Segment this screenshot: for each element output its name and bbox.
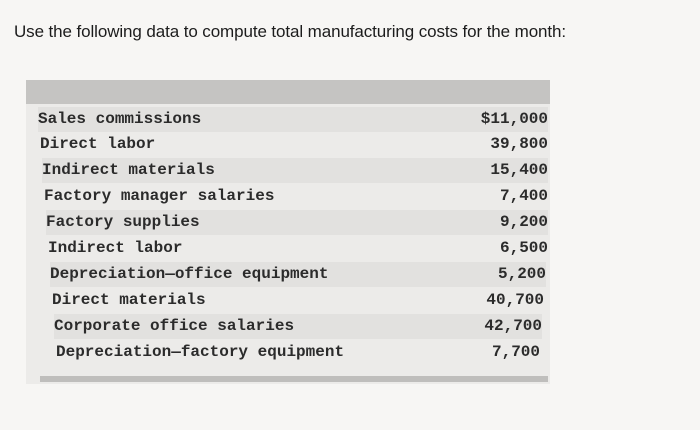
row-amount: 6,500 — [499, 239, 548, 257]
table-row: Factory supplies 9,200 — [46, 210, 548, 235]
table-row: Corporate office salaries 42,700 — [54, 314, 542, 339]
row-label: Depreciation—factory equipment — [56, 343, 345, 361]
row-label: Corporate office salaries — [54, 317, 295, 335]
row-amount: 7,700 — [491, 343, 540, 361]
row-label: Depreciation—office equipment — [50, 265, 329, 283]
row-amount: 39,800 — [490, 135, 548, 153]
row-amount: 7,400 — [499, 187, 548, 205]
question-text: Use the following data to compute total … — [14, 22, 567, 41]
table-row: Direct labor 39,800 — [40, 132, 548, 157]
table-row: Indirect labor 6,500 — [48, 236, 548, 261]
row-label: Indirect labor — [48, 239, 183, 257]
row-label: Factory manager salaries — [44, 187, 275, 205]
table-row: Sales commissions $11,000 — [38, 107, 548, 132]
row-label: Sales commissions — [38, 110, 202, 128]
row-amount: 15,400 — [490, 161, 548, 179]
row-label: Indirect materials — [42, 161, 215, 179]
table-header-bar — [26, 80, 550, 104]
table-row: Depreciation—factory equipment 7,700 — [56, 340, 540, 365]
row-amount: 42,700 — [484, 317, 542, 335]
table-footer-bar — [40, 376, 548, 382]
table-row: Factory manager salaries 7,400 — [44, 184, 548, 209]
row-amount: 9,200 — [499, 213, 548, 231]
row-amount: 5,200 — [497, 265, 546, 283]
table-row: Depreciation—office equipment 5,200 — [50, 262, 546, 287]
row-amount: 40,700 — [486, 291, 544, 309]
row-amount: $11,000 — [480, 110, 548, 128]
row-label: Direct materials — [52, 291, 206, 309]
cost-data-table: Sales commissions $11,000 Direct labor 3… — [26, 80, 550, 384]
table-row: Indirect materials 15,400 — [42, 158, 548, 183]
row-label: Factory supplies — [46, 213, 200, 231]
row-label: Direct labor — [40, 135, 156, 153]
table-row: Direct materials 40,700 — [52, 288, 544, 313]
